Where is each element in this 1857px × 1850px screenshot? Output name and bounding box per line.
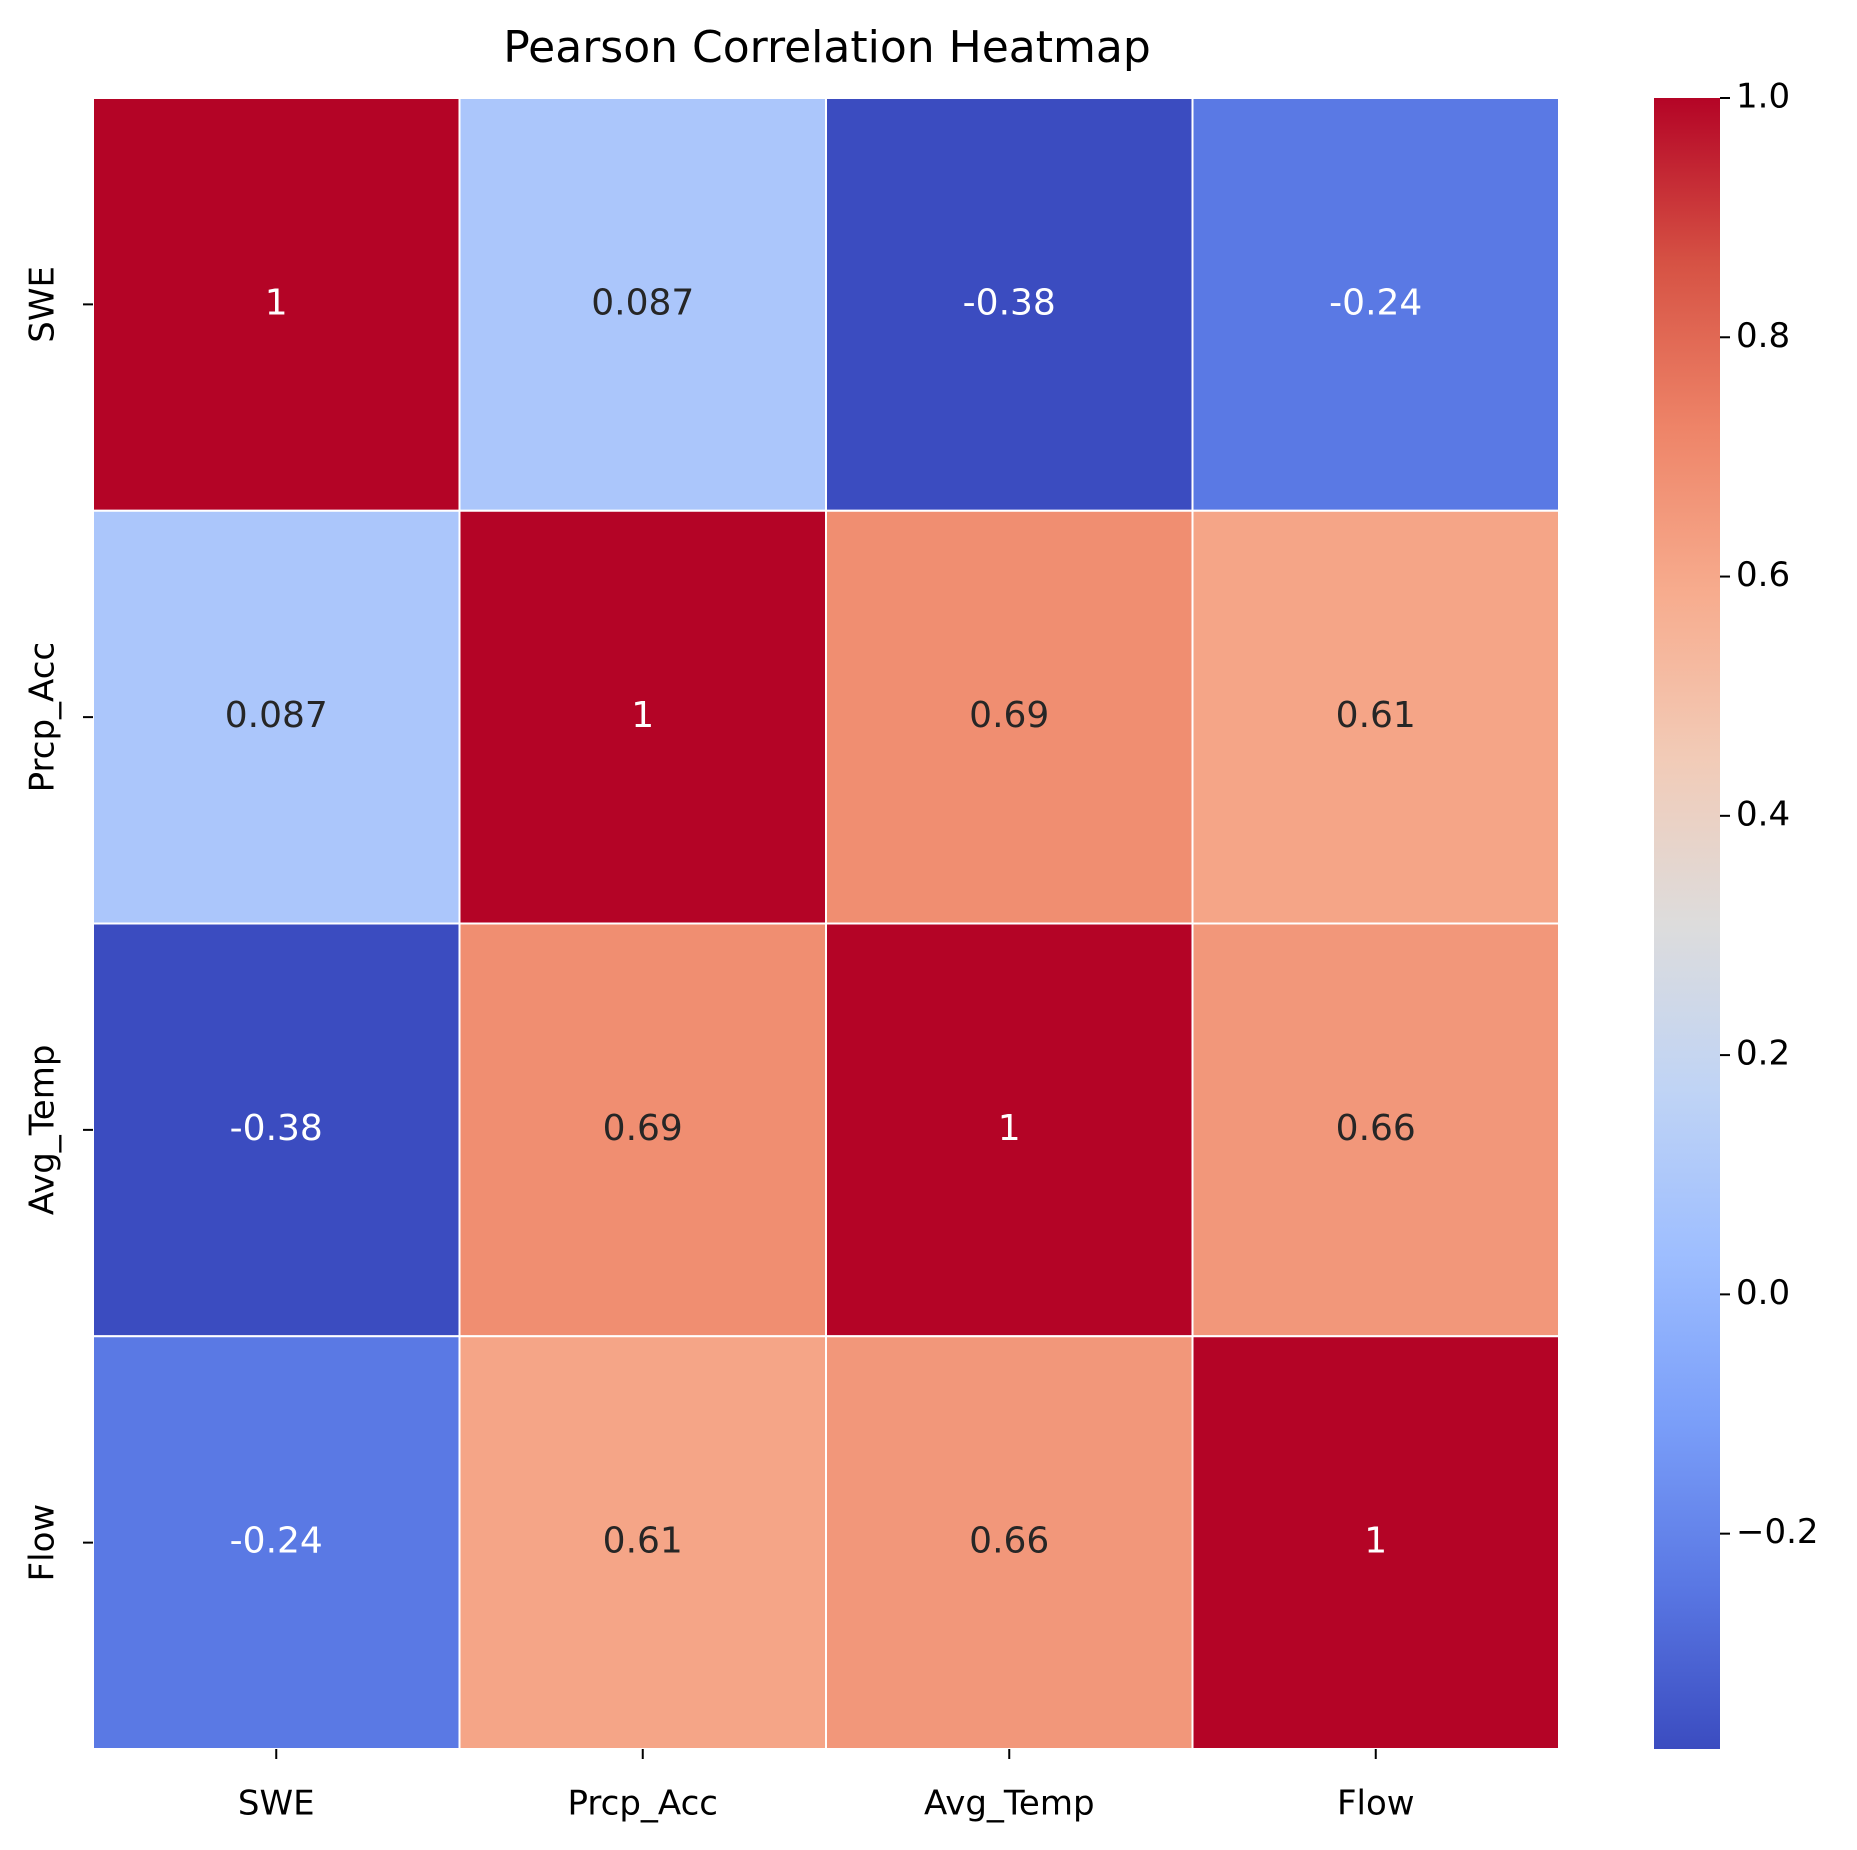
heatmap-cell	[825, 509, 1194, 925]
heatmap-cell	[1191, 97, 1560, 512]
cell-label: 0.66	[969, 1521, 1049, 1562]
heatmap-cell	[458, 97, 827, 512]
heatmap-cell	[825, 1335, 1194, 1750]
cell-label: -0.24	[230, 1521, 323, 1562]
cell-label: 1	[631, 695, 654, 736]
colorbar	[1654, 98, 1720, 1749]
colorbar-tick-label: 0.0	[1736, 1273, 1790, 1313]
cell-label: 1	[1364, 1521, 1387, 1562]
colorbar-tick-label: 0.4	[1736, 794, 1790, 834]
cell-label: 0.69	[603, 1108, 683, 1149]
cell-label: 0.61	[603, 1521, 683, 1562]
x-tick-label: Prcp_Acc	[568, 1784, 718, 1824]
colorbar-tick-label: 0.8	[1736, 316, 1790, 356]
cell-label: 0.66	[1336, 1108, 1416, 1149]
heatmap-cell	[92, 1335, 461, 1750]
heatmap-cell	[92, 97, 461, 512]
heatmap-cell	[92, 509, 461, 925]
cell-label: 0.087	[591, 282, 694, 323]
colorbar-tick-label: 1.0	[1736, 77, 1790, 117]
heatmap-cell	[458, 922, 827, 1338]
cell-label: -0.38	[230, 1108, 323, 1149]
colorbar-tick-label: −0.2	[1736, 1512, 1819, 1552]
x-tick-label: Flow	[1337, 1784, 1415, 1824]
colorbar-tick-label: 0.2	[1736, 1034, 1790, 1074]
x-tick-label: Avg_Temp	[924, 1784, 1095, 1824]
heatmap-cell	[825, 97, 1194, 512]
heatmap-cell	[1191, 922, 1560, 1338]
heatmap-cell	[1191, 509, 1560, 925]
cell-label: -0.24	[1329, 282, 1422, 323]
y-tick-label: Avg_Temp	[23, 1045, 63, 1216]
cell-label: 1	[998, 1108, 1021, 1149]
cell-label: -0.38	[963, 282, 1056, 323]
y-tick-label: SWE	[23, 266, 63, 343]
y-tick-label: Prcp_Acc	[23, 642, 63, 792]
y-tick-label: Flow	[23, 1504, 63, 1582]
heatmap-cell	[458, 509, 827, 925]
cell-label: 0.61	[1336, 695, 1416, 736]
heatmap-cell	[1191, 1335, 1560, 1750]
heatmap-cell	[458, 1335, 827, 1750]
cell-label: 0.69	[969, 695, 1049, 736]
cell-label: 0.087	[225, 695, 328, 736]
cell-label: 1	[265, 282, 288, 323]
colorbar-tick-label: 0.6	[1736, 555, 1790, 595]
x-tick-label: SWE	[238, 1784, 315, 1824]
chart-title: Pearson Correlation Heatmap	[503, 22, 1151, 73]
